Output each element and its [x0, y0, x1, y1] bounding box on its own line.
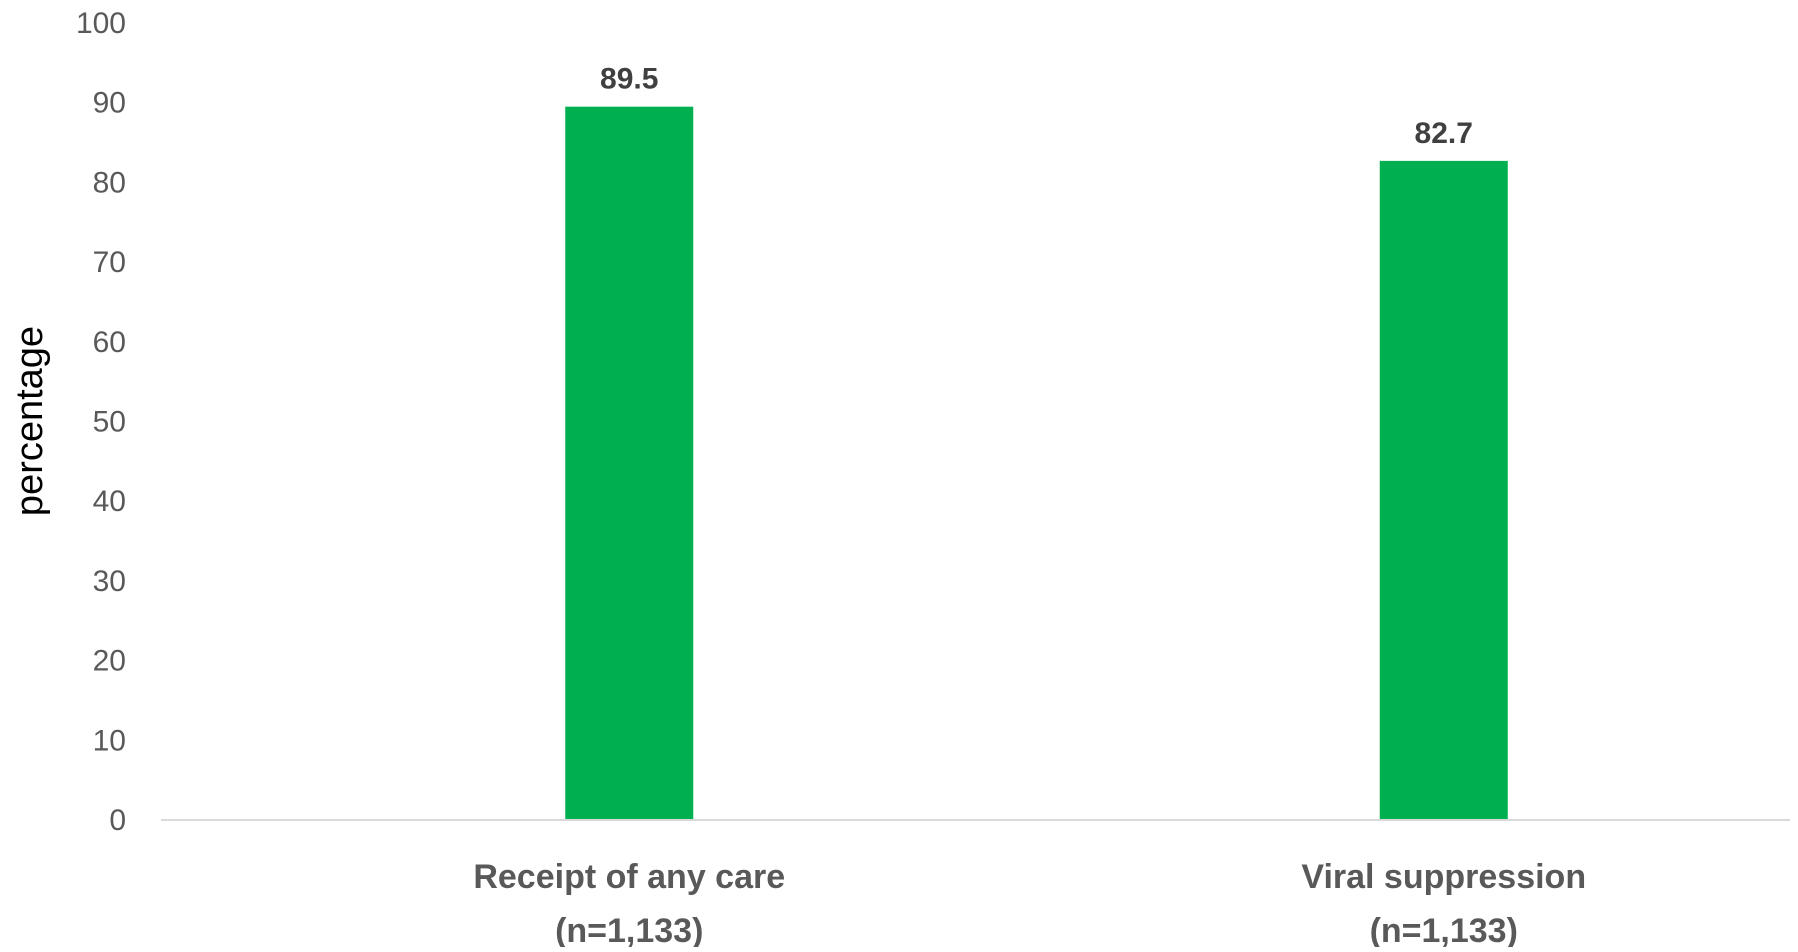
y-tick-label: 60	[93, 326, 126, 359]
bar-data-label: 82.7	[1415, 117, 1473, 150]
bars-group: 89.5 82.7	[565, 63, 1508, 821]
y-axis-ticks: 0 10 20 30 40 50 60 70 80 90 100	[76, 7, 126, 837]
x-axis-labels: Receipt of any care (n=1,133) Viral suppre…	[473, 858, 1586, 950]
y-tick-label: 100	[76, 7, 126, 40]
bar	[1379, 160, 1508, 821]
y-tick-label: 30	[93, 565, 126, 598]
y-axis-label: percentage	[9, 326, 51, 516]
y-tick-label: 0	[109, 804, 126, 837]
y-tick-label: 70	[93, 246, 126, 279]
x-category-label: (n=1,133)	[1370, 912, 1518, 947]
x-category-label: Viral suppression	[1301, 858, 1586, 896]
x-category-label: (n=1,133)	[555, 912, 703, 947]
y-tick-label: 20	[93, 645, 126, 678]
y-tick-label: 90	[93, 87, 126, 120]
y-tick-label: 80	[93, 166, 126, 199]
x-category-label: Receipt of any care	[473, 858, 785, 896]
bar-data-label: 89.5	[600, 63, 658, 96]
bar	[565, 106, 694, 820]
y-tick-label: 50	[93, 406, 126, 439]
y-tick-label: 10	[93, 724, 126, 757]
y-tick-label: 40	[93, 485, 126, 518]
